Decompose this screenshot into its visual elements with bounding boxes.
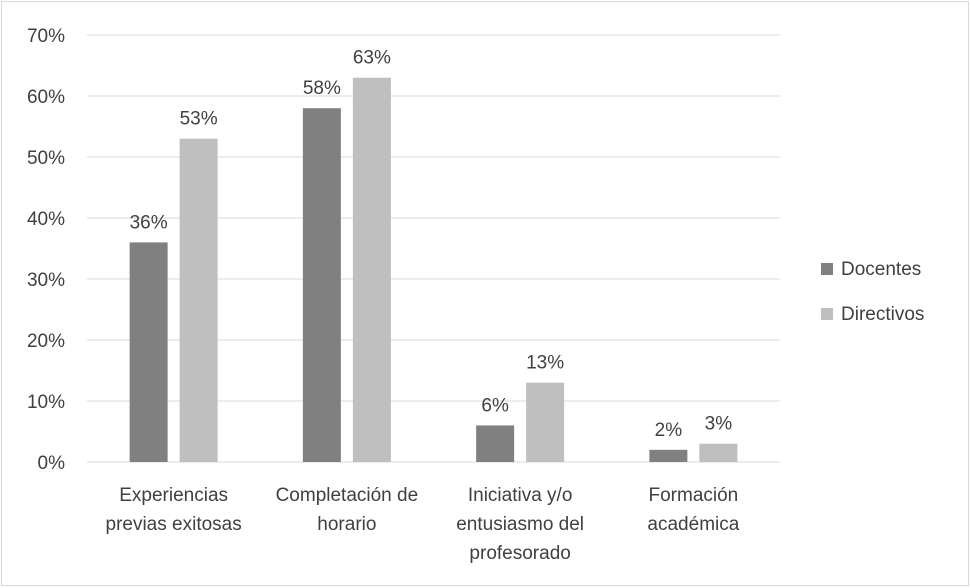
data-label: 36% bbox=[130, 212, 168, 233]
bars bbox=[129, 77, 738, 462]
legend-label: Docentes bbox=[841, 259, 921, 280]
y-axis-ticks: 0% 10% 20% 30% 40% 50% 60% 70% bbox=[27, 26, 65, 474]
bar-directivos bbox=[699, 443, 738, 462]
data-label: 63% bbox=[353, 48, 391, 69]
y-tick-label: 30% bbox=[27, 270, 65, 291]
bar-directivos bbox=[352, 77, 391, 462]
x-category-label: Experiencias bbox=[119, 485, 228, 506]
x-category-label: previas exitosas bbox=[106, 514, 242, 535]
y-tick-label: 40% bbox=[27, 209, 65, 230]
y-tick-label: 70% bbox=[27, 26, 65, 47]
data-labels: 36% 53% 58% 63% 6% 13% 2% 3% bbox=[130, 48, 733, 441]
legend-swatch bbox=[821, 263, 833, 275]
x-axis-categories: Experiencias previas exitosas Completación… bbox=[106, 485, 740, 564]
bar-docentes bbox=[129, 242, 168, 462]
legend-label: Directivos bbox=[841, 304, 924, 325]
bar-directivos bbox=[526, 382, 565, 462]
data-label: 3% bbox=[705, 414, 733, 435]
bar-docentes bbox=[302, 108, 341, 462]
data-label: 13% bbox=[526, 353, 564, 374]
data-label: 2% bbox=[655, 420, 683, 441]
y-tick-label: 20% bbox=[27, 331, 65, 352]
x-category-label: profesorado bbox=[469, 543, 570, 564]
legend: Docentes Directivos bbox=[821, 259, 924, 325]
y-tick-label: 10% bbox=[27, 392, 65, 413]
legend-swatch bbox=[821, 308, 833, 320]
bar-docentes bbox=[476, 425, 515, 462]
x-category-label: Formación bbox=[649, 485, 739, 506]
bar-directivos bbox=[179, 138, 218, 462]
x-category-label: horario bbox=[317, 514, 376, 535]
bar-docentes bbox=[649, 449, 688, 462]
data-label: 53% bbox=[180, 109, 218, 130]
data-label: 6% bbox=[481, 395, 509, 416]
x-category-label: entusiasmo del bbox=[456, 514, 584, 535]
y-tick-label: 60% bbox=[27, 87, 65, 108]
y-tick-label: 50% bbox=[27, 148, 65, 169]
x-category-label: Iniciativa y/o bbox=[468, 485, 573, 506]
x-category-label: Completación de bbox=[276, 485, 419, 506]
data-label: 58% bbox=[303, 78, 341, 99]
x-category-label: académica bbox=[647, 514, 739, 535]
y-tick-label: 0% bbox=[38, 453, 66, 474]
